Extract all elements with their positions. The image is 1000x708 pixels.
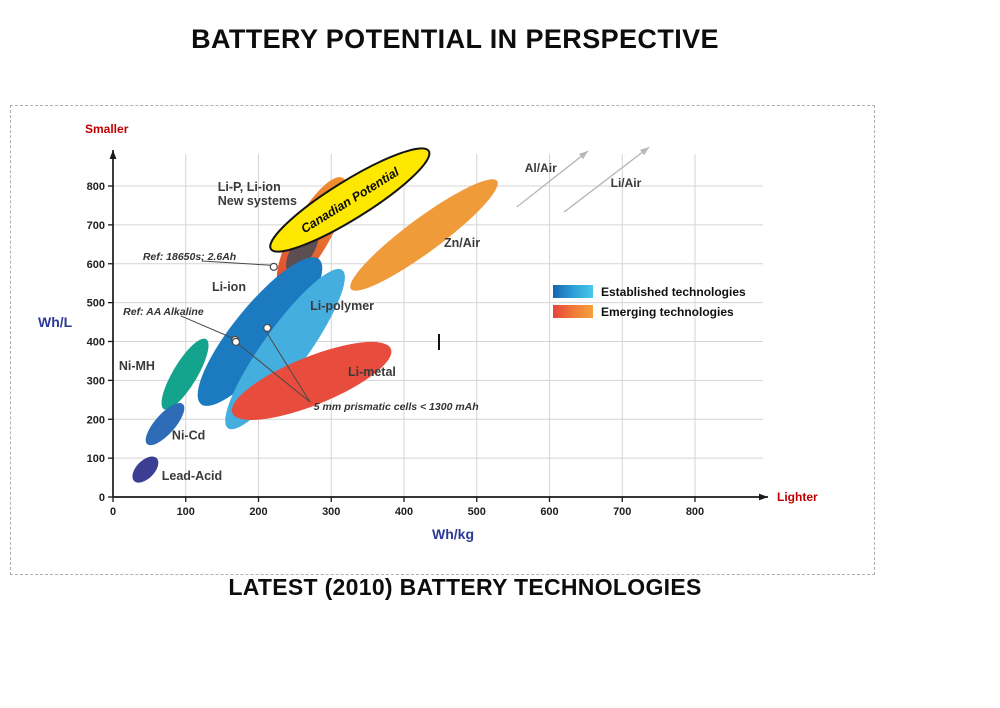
ref-marker	[263, 323, 272, 332]
trend-arrow-al-air	[516, 150, 589, 208]
legend-swatch-emerging-technologies	[553, 305, 593, 318]
leader-line	[201, 260, 272, 266]
legend-label-established-technologies: Established technologies	[601, 285, 746, 299]
leader-line	[237, 343, 311, 403]
x-tick-label-700: 700	[613, 506, 631, 518]
trend-label-al-air: Al/Air	[525, 161, 557, 175]
region-label-li-metal: Li-metal	[348, 365, 396, 379]
x-axis-title: Wh/kg	[432, 526, 474, 542]
trend-arrow-li-air	[563, 146, 650, 213]
y-tick-label-600: 600	[87, 259, 105, 271]
x-tick-label-500: 500	[468, 506, 486, 518]
region-label-ni-mh: Ni-MH	[119, 359, 155, 373]
lighter-label: Lighter	[777, 490, 818, 504]
legend-swatch-established-technologies	[553, 285, 593, 298]
trend-arrow-li-air-head	[639, 147, 650, 156]
trend-arrow-al-air-head	[578, 151, 589, 160]
chart-panel: Al/Air Li/Air Canadian Potential Zn/Air Li-P…	[10, 105, 875, 575]
x-tick-label-200: 200	[249, 506, 267, 518]
region-ni-cd	[145, 403, 185, 446]
region-label-ni-cd: Ni-Cd	[172, 428, 205, 442]
region-li-ion	[197, 257, 323, 406]
y-tick-label-800: 800	[87, 181, 105, 193]
ref-marker	[269, 262, 278, 271]
x-tick-label-100: 100	[177, 506, 195, 518]
y-tick-label-0: 0	[99, 492, 105, 504]
x-tick-label-400: 400	[395, 506, 413, 518]
annotation-text: 5 mm prismatic cells < 1300 mAh	[314, 401, 479, 413]
region-label-zn-air: Zn/Air	[444, 236, 480, 250]
y-tick-label-200: 200	[87, 414, 105, 426]
x-tick-label-300: 300	[322, 506, 340, 518]
page-title: BATTERY POTENTIAL IN PERSPECTIVE	[191, 24, 719, 54]
region-zn-air	[350, 179, 498, 291]
region-ni-mh	[161, 338, 209, 410]
annotation-text: Ref: 18650s; 2.6Ah	[143, 251, 236, 263]
legend-label-emerging-technologies: Emerging technologies	[601, 305, 734, 319]
y-tick-label-400: 400	[87, 337, 105, 349]
region-label-li-p-li-ion-new-systems: Li-P, Li-ion	[218, 180, 281, 194]
y-tick-label-500: 500	[87, 298, 105, 310]
y-tick-label-100: 100	[87, 453, 105, 465]
smaller-label: Smaller	[85, 122, 129, 136]
x-axis-head	[759, 493, 768, 501]
trend-label-li-air: Li/Air	[611, 176, 642, 190]
ref-marker	[231, 337, 241, 346]
page-caption: LATEST (2010) BATTERY TECHNOLOGIES	[228, 574, 702, 600]
region-li-metal	[231, 341, 392, 420]
y-tick-label-700: 700	[87, 220, 105, 232]
region-label-lead-acid: Lead-Acid	[162, 469, 222, 483]
region-canadian-potential	[269, 147, 431, 253]
leader-line	[264, 329, 311, 403]
region-label-li-ion: Li-ion	[212, 280, 246, 294]
annotation-text: Ref: AA Alkaline	[123, 306, 204, 318]
region-lead-acid	[132, 456, 159, 483]
text-cursor-artifact	[438, 334, 440, 350]
x-tick-label-600: 600	[540, 506, 558, 518]
x-tick-label-0: 0	[110, 506, 116, 518]
y-tick-label-300: 300	[87, 375, 105, 387]
region-label-li-p-li-ion-new-systems: New systems	[218, 194, 297, 208]
region-label-li-polymer: Li-polymer	[310, 299, 374, 313]
leader-line	[180, 315, 233, 339]
y-axis-title: Wh/L	[38, 314, 73, 330]
y-axis-head	[109, 150, 117, 159]
x-tick-label-800: 800	[686, 506, 704, 518]
